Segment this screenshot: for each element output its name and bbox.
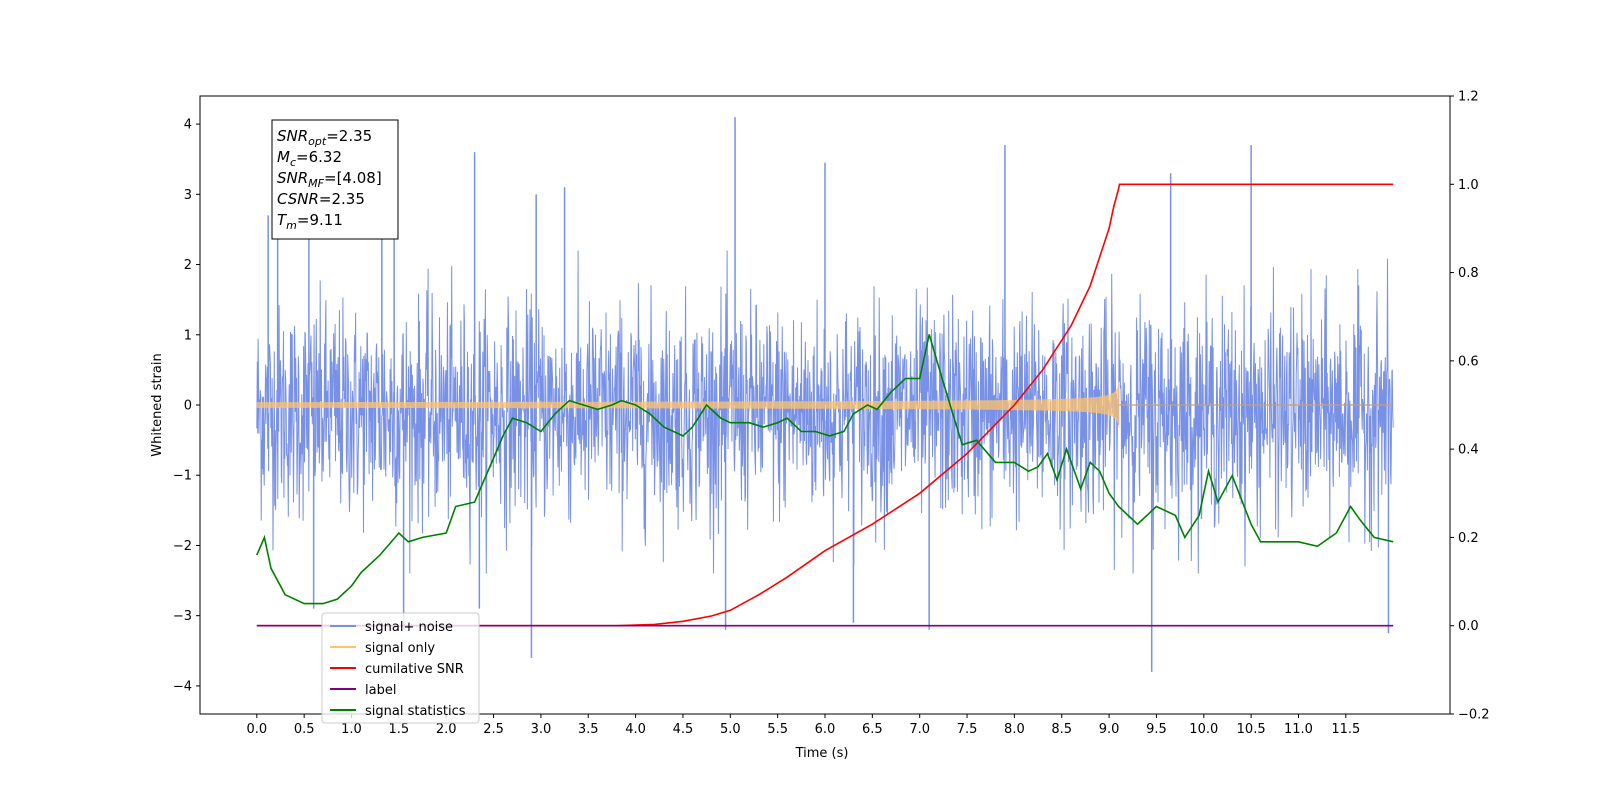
y2-tick-label: 0.4 (1458, 443, 1479, 458)
annotation-line: SNRMF=[4.08] (277, 169, 382, 190)
x-tick-label: 9.5 (1146, 722, 1167, 737)
y2-tick-label: 0.0 (1458, 619, 1479, 634)
y-tick-label: 4 (184, 118, 192, 133)
x-tick-label: 7.5 (957, 722, 978, 737)
legend: signal+ noise signal only cumilative SNR la… (321, 612, 480, 724)
x-tick-label: 7.0 (909, 722, 930, 737)
x-tick-label: 0.5 (294, 722, 315, 737)
y-tick-label: −1 (173, 469, 192, 484)
x-tick-label: 1.0 (341, 722, 362, 737)
y-tick-label: −4 (173, 679, 192, 694)
legend-label: signal statistics (365, 704, 466, 719)
y-tick-label: −2 (173, 539, 192, 554)
x-tick-label: 4.5 (673, 722, 694, 737)
y-tick-label: −3 (173, 609, 192, 624)
x-tick-label: 10.0 (1189, 722, 1218, 737)
y-tick-label: 3 (184, 188, 192, 203)
x-tick-label: 3.0 (531, 722, 552, 737)
x-tick-label: 6.5 (862, 722, 883, 737)
y2-axis-ticks: 1.2 1.0 0.8 0.6 0.4 0.2 0.0 −0.2 (1450, 90, 1490, 723)
annotation-line: Mc=6.32 (277, 148, 342, 169)
y2-tick-label: 0.6 (1458, 354, 1479, 369)
y-tick-label: 1 (184, 328, 192, 343)
x-axis-label: Time (s) (795, 746, 849, 761)
legend-label: signal only (365, 641, 435, 656)
y-tick-label: 0 (184, 399, 192, 414)
legend-frame (321, 612, 480, 724)
x-tick-label: 9.0 (1099, 722, 1120, 737)
x-tick-label: 5.0 (720, 722, 741, 737)
annotation-line: CSNR=2.35 (277, 190, 365, 208)
legend-label: signal+ noise (365, 620, 453, 635)
y-axis-label: Whitened strain (150, 353, 165, 456)
x-tick-label: 10.5 (1237, 722, 1266, 737)
series-layer (256, 117, 1394, 672)
y-axis-ticks: 4 3 2 1 0 −1 −2 −3 −4 (173, 118, 200, 694)
series-line-signal-statistics (256, 334, 1394, 605)
x-tick-label: 2.5 (483, 722, 504, 737)
x-tick-label: 8.0 (1004, 722, 1025, 737)
x-tick-label: 11.0 (1284, 722, 1313, 737)
legend-label: cumilative SNR (365, 662, 464, 677)
x-tick-label: 5.5 (767, 722, 788, 737)
y2-tick-label: 0.8 (1458, 266, 1479, 281)
y2-tick-label: 0.2 (1458, 531, 1479, 546)
annotation-line: Tm=9.11 (277, 211, 343, 232)
x-tick-label: 3.5 (578, 722, 599, 737)
annotation-frame (271, 119, 399, 240)
x-tick-label: 6.0 (815, 722, 836, 737)
x-tick-label: 4.0 (625, 722, 646, 737)
series-line-signal-noise (256, 250, 1394, 574)
x-tick-label: 8.5 (1051, 722, 1072, 737)
x-tick-label: 11.5 (1331, 722, 1360, 737)
y-tick-label: 2 (184, 258, 192, 273)
x-tick-label: 0.0 (246, 722, 267, 737)
y2-tick-label: 1.2 (1458, 90, 1479, 105)
x-tick-label: 1.5 (389, 722, 410, 737)
y2-tick-label: −0.2 (1458, 708, 1490, 723)
annotation-line: SNRopt=2.35 (277, 127, 372, 148)
series-line-signal-only (256, 382, 1120, 428)
x-tick-label: 2.0 (436, 722, 457, 737)
y2-tick-label: 1.0 (1458, 178, 1479, 193)
x-axis-ticks: 0.0 0.5 1.0 1.5 2.0 2.5 3.0 3.5 4.0 4.5 5.0 5.5 6.0 6… (246, 714, 1360, 737)
legend-label: label (365, 683, 396, 698)
